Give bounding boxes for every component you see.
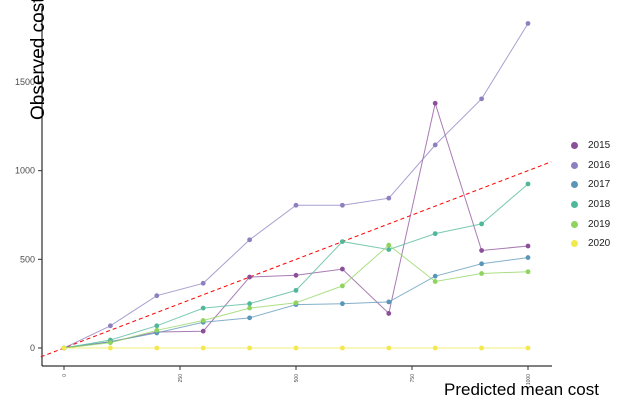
data-point-2020 bbox=[525, 345, 531, 351]
legend-label: 2017 bbox=[588, 179, 611, 191]
data-point-2019 bbox=[247, 305, 253, 311]
data-point-2018 bbox=[247, 301, 253, 307]
data-point-2015 bbox=[386, 311, 392, 316]
legend-label: 2015 bbox=[588, 140, 611, 152]
legend-swatch bbox=[571, 161, 578, 169]
data-point-2017 bbox=[479, 261, 484, 267]
y-tick-label: 500 bbox=[20, 254, 35, 264]
data-point-2020 bbox=[61, 345, 67, 351]
data-point-2018 bbox=[154, 323, 160, 329]
legend-label: 2016 bbox=[588, 159, 611, 171]
data-point-2018 bbox=[432, 231, 438, 237]
data-point-2017 bbox=[525, 255, 531, 260]
data-point-2018 bbox=[386, 247, 392, 252]
reference-line bbox=[40, 161, 552, 358]
data-point-2015 bbox=[340, 266, 345, 272]
x-tick-label: 750 bbox=[410, 374, 416, 383]
data-point-2019 bbox=[108, 340, 113, 346]
data-point-2015 bbox=[479, 248, 484, 253]
legend-label: 2019 bbox=[588, 218, 611, 230]
legend-item-2020: 2020 bbox=[571, 234, 610, 254]
y-tick-label: 0 bbox=[30, 343, 35, 353]
data-point-2019 bbox=[432, 279, 438, 284]
data-point-2018 bbox=[340, 239, 345, 245]
data-point-2016 bbox=[200, 280, 206, 286]
x-tick-label: 500 bbox=[294, 374, 300, 383]
data-point-2017 bbox=[432, 273, 438, 279]
data-point-2016 bbox=[293, 202, 299, 208]
data-point-2015 bbox=[525, 243, 531, 249]
legend-item-2017: 2017 bbox=[571, 175, 610, 195]
data-point-2019 bbox=[525, 269, 531, 275]
y-axis-title: Observed cost bbox=[28, 0, 49, 120]
x-tick-label: 250 bbox=[178, 374, 184, 383]
data-point-2017 bbox=[247, 315, 253, 321]
data-point-2020 bbox=[386, 345, 392, 351]
legend-swatch bbox=[571, 201, 578, 209]
data-point-2016 bbox=[247, 237, 253, 243]
legend-swatch bbox=[571, 181, 578, 189]
data-point-2017 bbox=[340, 301, 345, 307]
data-point-2016 bbox=[386, 195, 392, 201]
data-point-2019 bbox=[479, 271, 484, 276]
legend-item-2015: 2015 bbox=[571, 136, 610, 156]
data-point-2020 bbox=[200, 345, 206, 351]
legend-label: 2018 bbox=[588, 199, 611, 211]
data-point-2020 bbox=[247, 345, 253, 351]
data-point-2018 bbox=[479, 221, 484, 227]
data-point-2016 bbox=[154, 293, 160, 299]
y-tick-label: 1500 bbox=[15, 77, 35, 87]
data-point-2020 bbox=[154, 345, 160, 351]
legend: 2015 2016 2017 2018 2019 2020 bbox=[571, 136, 610, 254]
legend-label: 2020 bbox=[588, 238, 611, 250]
series-line-2018 bbox=[63, 183, 529, 349]
legend-swatch bbox=[571, 220, 578, 228]
data-point-2016 bbox=[108, 323, 113, 329]
data-point-2019 bbox=[340, 283, 345, 289]
data-point-2020 bbox=[479, 345, 484, 351]
data-point-2015 bbox=[293, 272, 299, 278]
y-tick-label: 1000 bbox=[15, 166, 35, 176]
data-point-2020 bbox=[293, 345, 299, 351]
data-point-2017 bbox=[386, 299, 392, 305]
legend-item-2016: 2016 bbox=[571, 156, 610, 176]
data-point-2016 bbox=[340, 202, 345, 208]
data-point-2015 bbox=[200, 328, 206, 334]
data-point-2019 bbox=[293, 300, 299, 306]
data-point-2016 bbox=[479, 96, 484, 102]
data-point-2020 bbox=[432, 345, 438, 351]
data-point-2018 bbox=[200, 305, 206, 311]
legend-item-2019: 2019 bbox=[571, 214, 610, 234]
data-point-2019 bbox=[154, 327, 160, 333]
data-point-2020 bbox=[108, 345, 113, 351]
legend-item-2018: 2018 bbox=[571, 195, 610, 215]
data-point-2018 bbox=[525, 181, 531, 187]
legend-swatch bbox=[571, 142, 578, 150]
series-line-2016 bbox=[63, 23, 529, 349]
data-point-2019 bbox=[200, 318, 206, 323]
data-point-2015 bbox=[432, 100, 438, 106]
x-tick-label: 1000 bbox=[526, 374, 532, 385]
legend-swatch bbox=[571, 240, 578, 248]
x-tick-label: 0 bbox=[62, 374, 68, 377]
data-point-2018 bbox=[293, 287, 299, 293]
data-point-2016 bbox=[432, 142, 438, 148]
data-point-2015 bbox=[247, 274, 253, 280]
data-point-2019 bbox=[386, 242, 392, 248]
data-point-2020 bbox=[340, 345, 345, 351]
x-axis-title: Predicted mean cost bbox=[444, 380, 599, 399]
data-point-2016 bbox=[525, 21, 531, 26]
